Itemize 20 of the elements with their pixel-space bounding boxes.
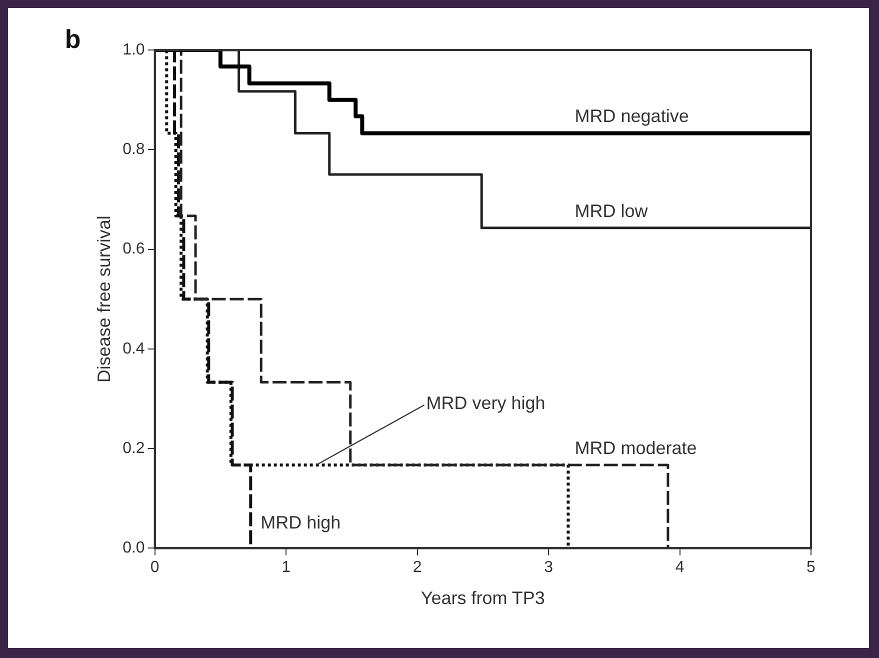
annotation: MRD negative: [574, 106, 689, 126]
x-tick-label: 2: [412, 559, 422, 576]
annotation: MRD very high: [426, 392, 546, 413]
x-tick-label: 3: [544, 559, 554, 576]
x-tick-label: 0: [150, 559, 160, 576]
annotation: MRD high: [260, 512, 341, 532]
y-tick-label: 0.0: [122, 540, 145, 557]
chart-title: b: [64, 24, 81, 54]
y-tick-label: 0.8: [122, 141, 145, 158]
y-axis-title: Disease free survival: [94, 216, 114, 383]
y-tick-label: 1.0: [122, 41, 145, 58]
x-tick-label: 5: [806, 559, 816, 576]
x-tick-label: 1: [282, 559, 291, 576]
annotation: MRD low: [574, 200, 649, 221]
y-tick-label: 0.2: [122, 440, 145, 457]
x-tick-label: 4: [675, 559, 684, 576]
y-tick-label: 0.6: [122, 240, 145, 258]
annotation: MRD moderate: [574, 438, 697, 458]
y-tick-label: 0.4: [122, 340, 145, 358]
x-axis-title: Years from TP3: [420, 588, 545, 608]
